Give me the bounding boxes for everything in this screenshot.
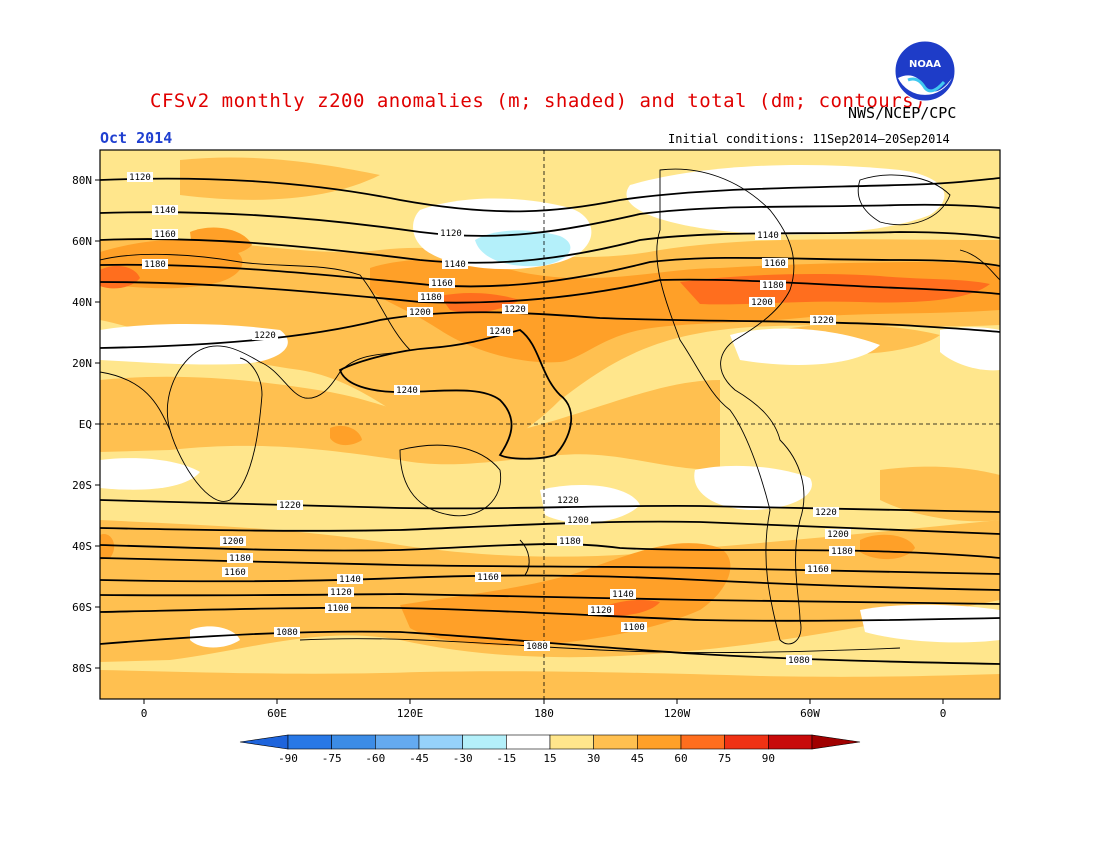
latitude-labels: 80N 60N 40N 20N EQ 20S 40S 60S 80S bbox=[72, 174, 92, 675]
contour-label: 1140 bbox=[339, 575, 361, 585]
contour-label: 1220 bbox=[279, 501, 301, 511]
contour-label: 1140 bbox=[154, 206, 176, 216]
contour-label: 1120 bbox=[440, 229, 462, 239]
colorbar-swatch bbox=[375, 734, 420, 750]
contour-label: 1180 bbox=[559, 537, 581, 547]
contour-label: 1120 bbox=[330, 588, 352, 598]
contour-label: 1220 bbox=[812, 316, 834, 326]
anomaly-field: 1120 1120 1120 1140 1140 1140 1160 1160 … bbox=[100, 150, 1000, 699]
colorbar-swatch bbox=[506, 734, 551, 750]
colorbar-swatch bbox=[418, 734, 463, 750]
contour-label: 1200 bbox=[567, 516, 589, 526]
colorbar-tick-label: 90 bbox=[762, 752, 775, 765]
lon-label-0: 0 bbox=[141, 707, 148, 720]
contour-label: 1080 bbox=[788, 656, 810, 666]
colorbar-tick-label: 45 bbox=[631, 752, 644, 765]
contour-label: 1220 bbox=[254, 331, 276, 341]
contour-label: 1120 bbox=[129, 173, 151, 183]
lat-label-80n: 80N bbox=[72, 174, 92, 187]
lon-label-0-east: 0 bbox=[940, 707, 947, 720]
height-contours bbox=[100, 177, 1000, 665]
colorbar-tick-label: 15 bbox=[543, 752, 556, 765]
contour-label: 1140 bbox=[612, 590, 634, 600]
contour-label: 1160 bbox=[154, 230, 176, 240]
contour-label: 1180 bbox=[229, 554, 251, 564]
colorbar-min-arrow bbox=[239, 734, 289, 750]
contour-label: 1180 bbox=[144, 260, 166, 270]
coastlines bbox=[100, 168, 1000, 654]
lat-label-40n: 40N bbox=[72, 296, 92, 309]
colorbar-swatch bbox=[331, 734, 376, 750]
lat-label-eq: EQ bbox=[79, 418, 92, 431]
initial-conditions: Initial conditions: 11Sep2014–20Sep2014 bbox=[668, 132, 950, 146]
longitude-axis bbox=[143, 699, 944, 704]
contour-label: 1240 bbox=[489, 327, 511, 337]
contour-label-group: 1120 1120 1120 1140 1140 1140 1160 1160 … bbox=[127, 172, 855, 666]
colorbar-tick-label: 75 bbox=[718, 752, 731, 765]
colorbar-tick-label: 60 bbox=[674, 752, 687, 765]
longitude-labels: 0 60E 120E 180 120W 60W 0 bbox=[141, 707, 947, 720]
contour-label: 1100 bbox=[327, 604, 349, 614]
colorbar: -90 -75 -60 -45 -30 -15 15 30 45 60 75 90 bbox=[239, 734, 861, 765]
colorbar-tick-label: -15 bbox=[496, 752, 516, 765]
lon-label-180: 180 bbox=[534, 707, 554, 720]
contour-label: 1180 bbox=[831, 547, 853, 557]
latitude-axis bbox=[95, 179, 100, 669]
contour-label: 1200 bbox=[827, 530, 849, 540]
contour-label: 1160 bbox=[764, 259, 786, 269]
lat-label-20s: 20S bbox=[72, 479, 92, 492]
noaa-logo-icon: NOAA bbox=[894, 40, 956, 102]
contour-label: 1080 bbox=[526, 642, 548, 652]
contour-label: 1100 bbox=[623, 623, 645, 633]
lat-label-60n: 60N bbox=[72, 235, 92, 248]
contour-label: 1160 bbox=[224, 568, 246, 578]
colorbar-swatch bbox=[637, 734, 682, 750]
lat-label-40s: 40S bbox=[72, 540, 92, 553]
contour-label: 1180 bbox=[420, 293, 442, 303]
contour-label: 1220 bbox=[815, 508, 837, 518]
contour-label: 1200 bbox=[222, 537, 244, 547]
colorbar-tick-label: -45 bbox=[409, 752, 429, 765]
contour-label: 1160 bbox=[807, 565, 829, 575]
contour-label: 1220 bbox=[504, 305, 526, 315]
contour-label: 1140 bbox=[757, 231, 779, 241]
contour-label: 1200 bbox=[409, 308, 431, 318]
colorbar-tick-label: -30 bbox=[453, 752, 473, 765]
contour-label: 1220 bbox=[557, 496, 579, 506]
colorbar-max-arrow bbox=[811, 734, 861, 750]
lon-label-60e: 60E bbox=[267, 707, 287, 720]
contour-label: 1140 bbox=[444, 260, 466, 270]
contour-label: 1180 bbox=[762, 281, 784, 291]
colorbar-swatch bbox=[462, 734, 507, 750]
lat-label-60s: 60S bbox=[72, 601, 92, 614]
colorbar-tick-label: -60 bbox=[365, 752, 385, 765]
contour-label: 1200 bbox=[751, 298, 773, 308]
colorbar-swatch bbox=[549, 734, 594, 750]
lon-label-120e: 120E bbox=[397, 707, 424, 720]
colorbar-tick-label: 30 bbox=[587, 752, 600, 765]
colorbar-tick-label: -75 bbox=[322, 752, 342, 765]
forecast-month: Oct 2014 bbox=[100, 129, 173, 147]
anomaly-shade-negative bbox=[475, 230, 571, 267]
lon-label-60w: 60W bbox=[800, 707, 820, 720]
lat-label-20n: 20N bbox=[72, 357, 92, 370]
chart-title: CFSv2 monthly z200 anomalies (m; shaded)… bbox=[150, 90, 927, 112]
lon-label-120w: 120W bbox=[664, 707, 691, 720]
colorbar-tick-label: -90 bbox=[278, 752, 298, 765]
contour-label: 1160 bbox=[477, 573, 499, 583]
colorbar-swatch bbox=[724, 734, 769, 750]
colorbar-swatch bbox=[287, 734, 332, 750]
lat-label-80s: 80S bbox=[72, 662, 92, 675]
colorbar-swatch bbox=[768, 734, 813, 750]
agency-label: NWS/NCEP/CPC bbox=[848, 104, 957, 122]
contour-label: 1240 bbox=[396, 386, 418, 396]
colorbar-swatch bbox=[680, 734, 725, 750]
noaa-logo-text: NOAA bbox=[909, 59, 941, 70]
colorbar-swatch bbox=[593, 734, 638, 750]
contour-label: 1120 bbox=[590, 606, 612, 616]
contour-label: 1080 bbox=[276, 628, 298, 638]
contour-label: 1160 bbox=[431, 279, 453, 289]
